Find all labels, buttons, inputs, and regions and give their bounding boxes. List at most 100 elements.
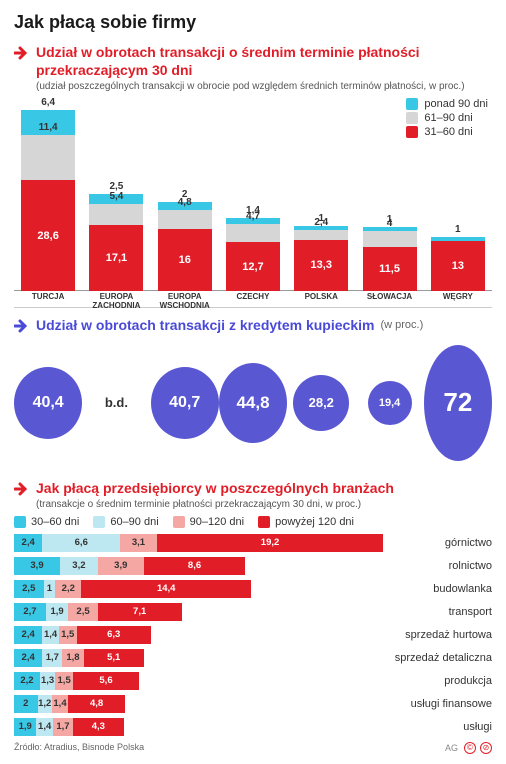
chart1-category-label: CZECHY bbox=[223, 293, 283, 307]
chart1-column: 1,44,712,7 bbox=[226, 218, 280, 291]
chart3-row: 3,93,23,98,6rolnictwo bbox=[14, 557, 492, 575]
chart3-value-label: 3,1 bbox=[132, 537, 145, 548]
chart2-item: 28,2 bbox=[287, 375, 355, 431]
chart1-value-label: 11,5 bbox=[363, 263, 417, 275]
chart3-segment: 5,6 bbox=[73, 672, 139, 690]
chart3-segment: 1,5 bbox=[55, 672, 73, 690]
chart1-value-label: 16 bbox=[158, 254, 212, 266]
chart3-value-label: 8,6 bbox=[188, 560, 201, 571]
chart3-segment: 1,4 bbox=[42, 626, 59, 644]
chart2: 40,4b.d.40,744,828,219,472 bbox=[14, 339, 492, 467]
author-tag: AG bbox=[445, 743, 458, 753]
chart1-value-label: 4,7 bbox=[226, 211, 280, 222]
chart3-row: 2,4 1,7 1,8 5,1 sprzedaż detaliczna bbox=[14, 649, 492, 667]
chart3-legend-item: 60–90 dni bbox=[93, 516, 158, 528]
chart3-value-label: 1,4 bbox=[38, 721, 51, 732]
chart3-row-label: sprzedaż detaliczna bbox=[144, 652, 492, 664]
chart3-segment: 2,4 bbox=[14, 649, 42, 667]
chart2-bubble: 28,2 bbox=[293, 375, 349, 431]
chart1-category-label: EUROPA ZACHODNIA bbox=[86, 293, 146, 307]
chart2-bubble: b.d. bbox=[105, 395, 128, 410]
chart1-segment: 11,5 bbox=[363, 247, 417, 292]
page-title: Jak płacą sobie firmy bbox=[14, 12, 492, 33]
chart3-segment: 4,8 bbox=[68, 695, 125, 713]
chart3-segment: 1,4 bbox=[36, 718, 53, 736]
chart3-value-label: 2,4 bbox=[22, 537, 35, 548]
chart3-segment: 4,3 bbox=[73, 718, 124, 736]
legend-swatch bbox=[258, 516, 270, 528]
chart3-value-label: 6,6 bbox=[75, 537, 88, 548]
chart1-value-label: 4 bbox=[363, 218, 417, 229]
chart1-segment: 13 bbox=[431, 241, 485, 292]
chart3-segment: 2,2 bbox=[14, 672, 40, 690]
chart1-value-label: 5,4 bbox=[89, 191, 143, 202]
chart1-value-label: 13,3 bbox=[294, 259, 348, 271]
chart1-value-label: 1 bbox=[431, 224, 485, 235]
chart3-value-label: 1,2 bbox=[38, 698, 51, 709]
share-icon[interactable]: ⊘ bbox=[480, 742, 492, 754]
chart1-segment: 4 bbox=[363, 231, 417, 247]
chart2-bubble: 40,4 bbox=[14, 367, 82, 439]
chart3-bars: 3,93,23,98,6 bbox=[14, 557, 245, 575]
chart3-segment: 19,2 bbox=[157, 534, 384, 552]
arrow-right-icon bbox=[14, 318, 30, 334]
chart1-segment: 4,7 bbox=[226, 224, 280, 242]
chart3-segment: 3,1 bbox=[120, 534, 157, 552]
chart3-value-label: 1,7 bbox=[56, 721, 69, 732]
chart3-value-label: 14,4 bbox=[157, 583, 176, 594]
share-icon[interactable]: © bbox=[464, 742, 476, 754]
section2-header: Udział w obrotach transakcji z kredytem … bbox=[14, 316, 492, 334]
chart1-value-label: 28,6 bbox=[21, 230, 75, 242]
chart3-value-label: 1,9 bbox=[19, 721, 32, 732]
chart3-segment: 1,3 bbox=[40, 672, 55, 690]
social-icons: © ⊘ bbox=[464, 742, 492, 754]
chart3-value-label: 5,1 bbox=[107, 652, 120, 663]
chart1-segment: 16 bbox=[158, 229, 212, 291]
chart1-value-label: 13 bbox=[431, 260, 485, 272]
chart3-segment: 8,6 bbox=[144, 557, 245, 575]
chart1-category-label: WĘGRY bbox=[428, 293, 488, 307]
chart3-row: 2,71,92,57,1transport bbox=[14, 603, 492, 621]
chart3-segment: 6,3 bbox=[77, 626, 151, 644]
chart3-segment: 3,9 bbox=[98, 557, 144, 575]
chart2-bubble: 44,8 bbox=[219, 363, 287, 443]
chart2-item: b.d. bbox=[82, 395, 150, 410]
chart1-segment: 11,4 bbox=[21, 135, 75, 179]
chart3-value-label: 1,7 bbox=[46, 652, 59, 663]
chart3-value-label: 3,9 bbox=[30, 560, 43, 571]
chart1-segment: 17,1 bbox=[89, 225, 143, 292]
chart3-segment: 1,5 bbox=[59, 626, 77, 644]
chart3-row-label: sprzedaż hurtowa bbox=[151, 629, 492, 641]
chart3-value-label: 4,8 bbox=[90, 698, 103, 709]
chart3-legend-item: powyżej 120 dni bbox=[258, 516, 354, 528]
chart3-bars: 2,512,214,4 bbox=[14, 580, 251, 598]
chart3-segment: 1,2 bbox=[38, 695, 52, 713]
chart2-item: 19,4 bbox=[356, 381, 424, 425]
legend-swatch bbox=[93, 516, 105, 528]
chart3-segment: 2,5 bbox=[68, 603, 98, 621]
chart3-segment: 3,2 bbox=[60, 557, 98, 575]
section2-suffix: (w proc.) bbox=[380, 319, 423, 331]
chart3-row-label: usługi bbox=[124, 721, 492, 733]
chart3-value-label: 2,4 bbox=[22, 652, 35, 663]
chart3-value-label: 1,5 bbox=[58, 675, 71, 686]
chart3-legend-item: 90–120 dni bbox=[173, 516, 244, 528]
section3-header: Jak płacą przedsiębiorcy w poszczególnyc… bbox=[14, 479, 492, 497]
chart3-segment: 1,8 bbox=[62, 649, 83, 667]
chart3-value-label: 2,5 bbox=[22, 583, 35, 594]
chart3-value-label: 1,8 bbox=[66, 652, 79, 663]
chart1-value-label: 11,4 bbox=[21, 122, 75, 133]
chart3-value-label: 2,2 bbox=[20, 675, 33, 686]
legend-label: 90–120 dni bbox=[190, 516, 244, 528]
source-row: Źródło: Atradius, Bisnode Polska AG © ⊘ bbox=[14, 742, 492, 754]
legend-label: 60–90 dni bbox=[110, 516, 158, 528]
source-text: Źródło: Atradius, Bisnode Polska bbox=[14, 742, 144, 754]
chart3-segment: 2,4 bbox=[14, 626, 42, 644]
chart3-value-label: 2,2 bbox=[62, 583, 75, 594]
chart2-bubble: 40,7 bbox=[151, 367, 219, 439]
chart1-column: 113 bbox=[431, 237, 485, 292]
chart3-segment: 1,7 bbox=[53, 718, 73, 736]
chart3-row-label: budowlanka bbox=[251, 583, 492, 595]
chart3-segment: 5,1 bbox=[84, 649, 144, 667]
chart3-bars: 2,4 6,6 3,1 19,2 bbox=[14, 534, 383, 552]
